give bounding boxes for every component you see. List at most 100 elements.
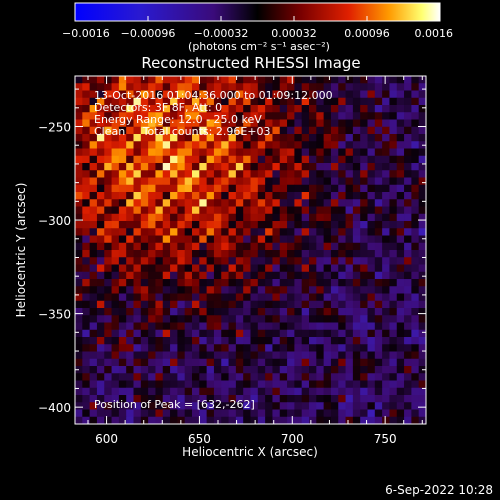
heatmap-cell bbox=[126, 358, 134, 367]
heatmap-cell bbox=[309, 228, 317, 236]
heatmap-cell bbox=[118, 271, 127, 280]
heatmap-cell bbox=[118, 126, 127, 135]
heatmap-cell bbox=[148, 351, 156, 360]
heatmap-cell bbox=[287, 322, 295, 331]
heatmap-cell bbox=[411, 141, 420, 149]
heatmap-cell bbox=[279, 170, 288, 178]
heatmap-cell bbox=[89, 315, 98, 323]
heatmap-cell bbox=[345, 373, 354, 381]
heatmap-cell bbox=[389, 337, 398, 345]
heatmap-cell bbox=[243, 380, 251, 389]
heatmap-cell bbox=[177, 308, 186, 316]
heatmap-cell bbox=[126, 177, 134, 186]
heatmap-cell bbox=[279, 409, 288, 418]
heatmap-cell bbox=[287, 373, 295, 381]
heatmap-cell bbox=[177, 344, 186, 352]
heatmap-cell bbox=[389, 322, 398, 331]
heatmap-cell bbox=[133, 402, 142, 410]
heatmap-cell bbox=[75, 199, 83, 207]
heatmap-cell bbox=[104, 416, 112, 425]
heatmap-cell bbox=[243, 148, 251, 157]
heatmap-cell bbox=[316, 257, 325, 265]
heatmap-cell bbox=[243, 170, 251, 178]
heatmap-cell bbox=[170, 242, 178, 251]
heatmap-cell bbox=[301, 409, 310, 418]
heatmap-cell bbox=[367, 148, 376, 157]
heatmap-cell bbox=[192, 228, 200, 236]
heatmap-cell bbox=[404, 257, 412, 265]
heatmap-cell bbox=[389, 293, 398, 302]
heatmap-cell bbox=[265, 221, 273, 229]
annotation-detectors: Detectors: 3F 8F, Att: 0 bbox=[94, 101, 222, 114]
heatmap-cell bbox=[250, 155, 259, 164]
heatmap-cell bbox=[104, 213, 112, 222]
heatmap-cell bbox=[228, 264, 237, 273]
heatmap-cell bbox=[338, 337, 346, 345]
heatmap-cell bbox=[82, 300, 91, 309]
heatmap-cell bbox=[389, 264, 398, 273]
heatmap-cell bbox=[206, 126, 215, 135]
heatmap-cell bbox=[235, 387, 244, 396]
heatmap-cell bbox=[265, 322, 273, 331]
heatmap-cell bbox=[411, 170, 420, 178]
heatmap-cell bbox=[140, 184, 149, 193]
heatmap-cell bbox=[243, 221, 251, 229]
heatmap-cell bbox=[133, 264, 142, 273]
heatmap-cell bbox=[374, 148, 383, 157]
heatmap-cell bbox=[155, 351, 164, 360]
heatmap-cell bbox=[235, 242, 244, 251]
heatmap-cell bbox=[170, 90, 178, 99]
heatmap-cell bbox=[155, 300, 164, 309]
heatmap-cell bbox=[243, 279, 251, 287]
heatmap-cell bbox=[374, 380, 383, 389]
heatmap-cell bbox=[257, 387, 266, 396]
heatmap-cell bbox=[192, 373, 200, 381]
annotations: 13-Oct-2016 01:04:36.000 to 01:09:12.000… bbox=[94, 89, 333, 411]
heatmap-cell bbox=[104, 242, 112, 251]
heatmap-cell bbox=[228, 206, 237, 215]
heatmap-cell bbox=[250, 242, 259, 251]
heatmap-cell bbox=[338, 257, 346, 265]
heatmap-cell bbox=[382, 315, 390, 323]
heatmap-cell bbox=[170, 329, 178, 338]
heatmap-cell bbox=[323, 416, 332, 425]
heatmap-cell bbox=[323, 344, 332, 352]
heatmap-cell bbox=[411, 90, 420, 99]
heatmap-cell bbox=[323, 308, 332, 316]
heatmap-cell bbox=[250, 308, 259, 316]
heatmap-cell bbox=[404, 250, 412, 258]
heatmap-cell bbox=[287, 242, 295, 251]
heatmap-cell bbox=[243, 90, 251, 99]
heatmap-cell bbox=[111, 358, 120, 367]
heatmap-cell bbox=[360, 192, 368, 200]
heatmap-cell bbox=[228, 97, 237, 106]
heatmap-cell bbox=[170, 235, 178, 244]
heatmap-cell bbox=[199, 192, 208, 200]
heatmap-cell bbox=[411, 308, 420, 316]
heatmap-cell bbox=[89, 206, 98, 215]
heatmap-cell bbox=[155, 90, 164, 99]
heatmap-cell bbox=[118, 199, 127, 207]
heatmap-cell bbox=[382, 177, 390, 186]
heatmap-cell bbox=[126, 184, 134, 193]
heatmap-cell bbox=[118, 395, 127, 403]
heatmap-cell bbox=[301, 235, 310, 244]
heatmap-cell bbox=[104, 250, 112, 258]
y-tick-label: −400 bbox=[38, 401, 71, 415]
heatmap-cell bbox=[367, 409, 376, 418]
heatmap-cell bbox=[104, 221, 112, 229]
heatmap-cell bbox=[243, 322, 251, 331]
heatmap-cell bbox=[396, 163, 405, 171]
heatmap-cell bbox=[155, 126, 164, 135]
heatmap-cell bbox=[82, 76, 91, 84]
heatmap-cell bbox=[360, 112, 368, 120]
heatmap-cell bbox=[330, 105, 339, 113]
heatmap-cell bbox=[213, 163, 222, 171]
heatmap-cell bbox=[389, 213, 398, 222]
heatmap-cell bbox=[338, 322, 346, 331]
heatmap-cell bbox=[396, 380, 405, 389]
heatmap-cell bbox=[82, 163, 91, 171]
heatmap-cell bbox=[330, 126, 339, 135]
heatmap-cell bbox=[411, 366, 420, 374]
heatmap-cell bbox=[367, 315, 376, 323]
